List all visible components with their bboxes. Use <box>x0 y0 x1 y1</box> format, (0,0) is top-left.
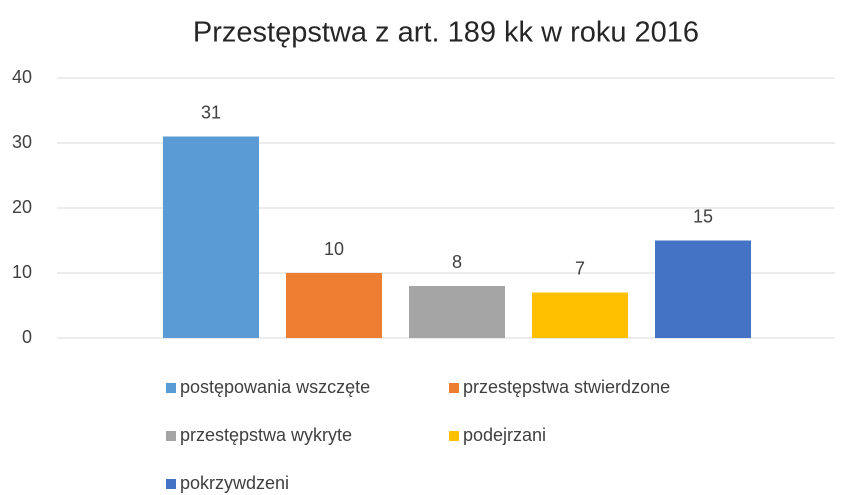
legend-label: podejrzani <box>463 425 546 445</box>
legend-label: przestępstwa wykryte <box>180 425 352 445</box>
bar <box>532 292 628 338</box>
legend-label: pokrzywdzeni <box>180 473 289 493</box>
chart-title: Przestępstwa z art. 189 kk w roku 2016 <box>193 17 699 49</box>
bar <box>286 273 382 338</box>
legend-swatch <box>166 479 176 489</box>
legend-label: przestępstwa stwierdzone <box>463 377 670 397</box>
y-tick-label: 40 <box>12 67 32 87</box>
legend-swatch <box>166 431 176 441</box>
data-label: 10 <box>324 239 344 259</box>
data-label: 8 <box>452 252 462 272</box>
legend-swatch <box>449 383 459 393</box>
y-tick-label: 10 <box>12 262 32 282</box>
y-tick-label: 0 <box>22 327 32 347</box>
legend-label: postępowania wszczęte <box>180 377 370 397</box>
legend-swatch <box>166 383 176 393</box>
y-tick-label: 30 <box>12 132 32 152</box>
data-label: 31 <box>201 102 221 122</box>
bar <box>655 240 751 338</box>
bar <box>163 136 259 338</box>
legend-swatch <box>449 431 459 441</box>
data-label: 15 <box>693 206 713 226</box>
y-tick-label: 20 <box>12 197 32 217</box>
bar <box>409 286 505 338</box>
data-label: 7 <box>575 258 585 278</box>
